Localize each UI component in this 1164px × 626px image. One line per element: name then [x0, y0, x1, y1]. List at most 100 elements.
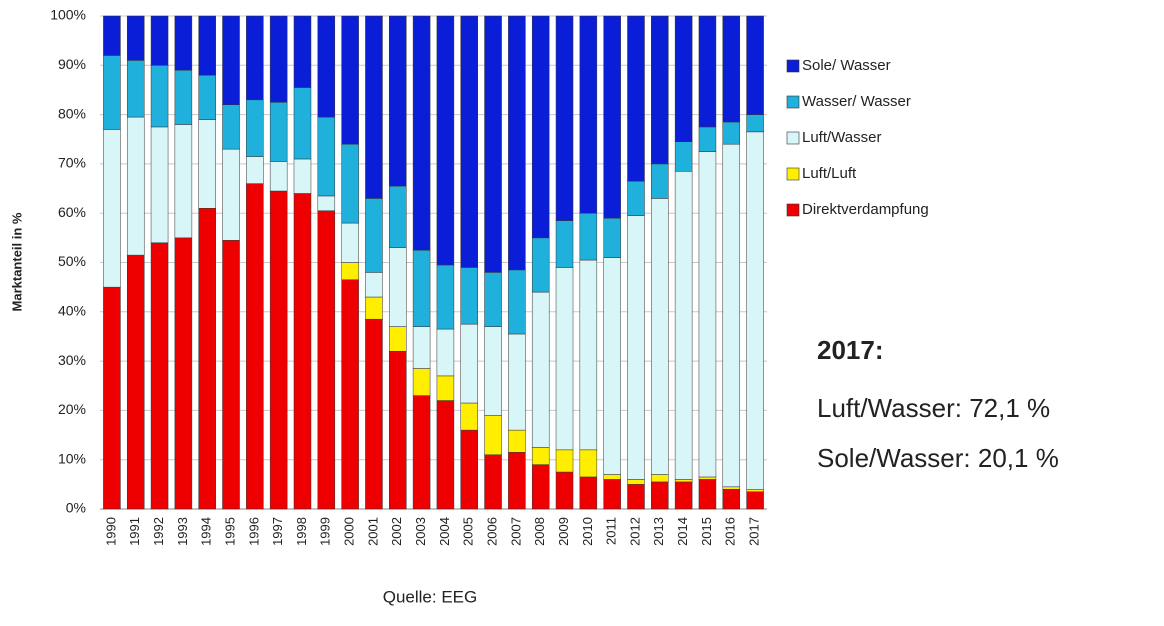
- bar-segment: [651, 481, 669, 510]
- bar-segment: [412, 395, 431, 510]
- y-axis-label: Marktanteil in %: [9, 212, 24, 311]
- y-tick-label: 20%: [58, 401, 86, 417]
- bar-segment: [746, 491, 764, 510]
- bar-segment: [222, 148, 240, 241]
- legend-swatch: [786, 95, 800, 109]
- bar-segment: [269, 161, 288, 192]
- x-tick-label: 2003: [413, 517, 428, 546]
- bar-segment: [531, 291, 550, 448]
- bar-segment: [436, 400, 455, 510]
- bar-segment: [103, 286, 121, 510]
- bar-segment: [674, 15, 693, 142]
- x-tick-label: 1996: [246, 517, 261, 546]
- bar-segment: [531, 447, 550, 465]
- bar-segment: [317, 195, 336, 211]
- bar-segment: [722, 143, 741, 488]
- x-tick-label: 2009: [556, 517, 571, 546]
- bar-segment: [389, 247, 407, 327]
- bar-segment: [222, 15, 240, 105]
- bar-segment: [412, 15, 431, 251]
- bar-segment: [508, 15, 526, 271]
- bar-segment: [246, 15, 264, 101]
- bar-segment: [579, 15, 598, 214]
- y-tick-label: 100%: [50, 7, 86, 23]
- bar-segment: [293, 158, 312, 194]
- bar-segment: [484, 454, 502, 510]
- x-tick-label: 1993: [175, 517, 190, 546]
- bar-segment: [651, 163, 669, 199]
- bar-segment: [555, 471, 574, 510]
- y-tick-label: 80%: [58, 105, 86, 121]
- bar-segment: [103, 15, 121, 56]
- bar-segment: [174, 124, 193, 239]
- bar-segment: [674, 141, 693, 172]
- bar-segment: [555, 220, 574, 268]
- bar-segment: [317, 116, 336, 197]
- bar-segment: [531, 237, 550, 293]
- y-tick-label: 90%: [58, 56, 86, 72]
- bar-segment: [412, 326, 431, 369]
- x-tick-label: 2008: [532, 517, 547, 546]
- bar-segment: [365, 198, 383, 273]
- y-tick-label: 70%: [58, 155, 86, 171]
- bar-segment: [603, 217, 621, 258]
- x-tick-label: 2011: [604, 517, 619, 545]
- bar-segment: [341, 143, 359, 224]
- x-tick-label: 1991: [127, 517, 142, 546]
- bar-segment: [746, 489, 764, 492]
- bar-segment: [103, 129, 121, 288]
- bar-segment: [651, 198, 669, 475]
- bar-segment: [150, 65, 169, 128]
- bar-segment: [603, 474, 621, 480]
- x-tick-label: 1998: [294, 517, 309, 546]
- bar-segment: [198, 208, 216, 510]
- y-tick-label: 50%: [58, 253, 86, 269]
- bar-segment: [269, 102, 288, 162]
- bar-segment: [698, 479, 717, 510]
- x-tick-label: 2014: [675, 517, 690, 546]
- bar-segment: [412, 368, 431, 396]
- x-tick-label: 2004: [437, 517, 452, 546]
- bar-segment: [603, 257, 621, 475]
- bar-segment: [198, 15, 216, 76]
- bar-segment: [317, 210, 336, 510]
- x-tick-label: 2000: [342, 517, 357, 546]
- bar-segment: [389, 350, 407, 510]
- bar-segment: [555, 449, 574, 473]
- bar-segment: [722, 121, 741, 145]
- bar-segment: [603, 479, 621, 510]
- bar-segment: [579, 259, 598, 451]
- bar-segment: [579, 476, 598, 510]
- bar-segment: [484, 326, 502, 416]
- bar-segment: [627, 15, 645, 182]
- y-tick-label: 0%: [66, 500, 86, 516]
- source: Quelle: EEG: [383, 587, 478, 606]
- bar-segment: [651, 474, 669, 483]
- bar-segment: [627, 215, 645, 480]
- bar-segment: [484, 272, 502, 327]
- bar-segment: [722, 15, 741, 123]
- legend-label: Wasser/ Wasser: [802, 93, 911, 110]
- bar-segment: [436, 375, 455, 401]
- bar-segment: [555, 267, 574, 451]
- bar-segment: [460, 267, 478, 325]
- bar-segment: [174, 69, 193, 125]
- annotation: 2017:: [817, 335, 884, 365]
- bar-segment: [627, 180, 645, 216]
- bar-segment: [341, 262, 359, 281]
- x-tick-label: 1992: [151, 517, 166, 546]
- y-tick-label: 60%: [58, 204, 86, 220]
- x-tick-label: 2017: [747, 517, 762, 546]
- bar-segment: [126, 15, 145, 61]
- bar-segment: [436, 328, 455, 377]
- x-tick-label: 2007: [508, 517, 523, 546]
- bar-segment: [126, 254, 145, 510]
- bar-segment: [484, 415, 502, 456]
- bar-segment: [674, 479, 693, 483]
- bar-segment: [746, 131, 764, 490]
- bar-segment: [293, 193, 312, 510]
- legend-swatch: [786, 203, 800, 217]
- bar-segment: [460, 15, 478, 268]
- bar-segment: [293, 15, 312, 88]
